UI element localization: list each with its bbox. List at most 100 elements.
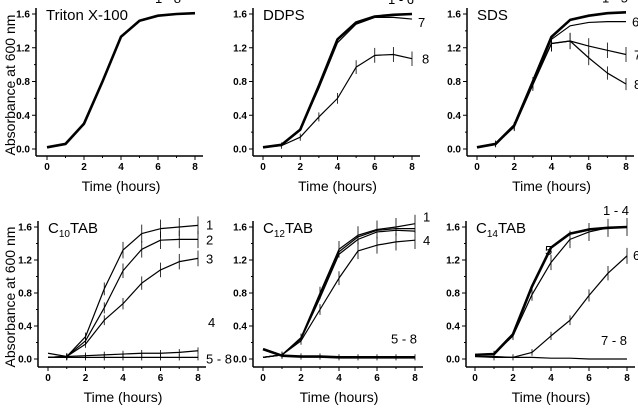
y-tick-label: 1.6 (447, 10, 461, 21)
series-label: 5 - 8 (391, 331, 417, 346)
panel-title: C12TAB (263, 220, 313, 240)
x-tick-label: 6 (158, 373, 164, 384)
y-tick-label: 1.2 (18, 256, 32, 267)
y-tick-label: 0.0 (446, 355, 460, 366)
y-tick-label: 0.4 (233, 322, 247, 333)
title-rest: TAB (285, 220, 313, 237)
title-rest: TAB (70, 220, 98, 237)
x-tick-label: 4 (336, 373, 342, 384)
series-label: 1 - 5 (602, 0, 628, 5)
x-tick-label: 2 (83, 373, 89, 384)
x-tick-label: 0 (474, 162, 480, 173)
title-subscript: 14 (487, 229, 499, 240)
series-label: 4 (208, 315, 215, 330)
title-main: Triton X-100 (46, 7, 128, 24)
y-tick-label: 0.8 (446, 289, 460, 300)
panel-title: C10TAB (48, 220, 98, 240)
y-tick-label: 0.0 (18, 355, 32, 366)
title-main: C (476, 220, 487, 237)
series-label: 2 (206, 232, 213, 247)
x-tick-label: 4 (118, 162, 124, 173)
x-axis-label: Time (hours) (84, 389, 163, 405)
y-tick-label: 0.4 (446, 322, 460, 333)
series-line-7-8 (475, 355, 627, 360)
y-tick-label: 0.0 (233, 355, 247, 366)
series-label: 6 (633, 248, 638, 263)
series-label: 7 (634, 48, 638, 63)
series-label: 4 (423, 233, 430, 248)
x-tick-label: 4 (335, 162, 341, 173)
x-tick-label: 6 (155, 162, 161, 173)
x-tick-label: 8 (624, 373, 630, 384)
x-tick-label: 6 (586, 373, 592, 384)
x-tick-label: 2 (511, 162, 517, 173)
panel-title: C14TAB (476, 220, 526, 240)
series-label: 1 - 6 (388, 0, 414, 7)
panel-0: 0.0 0.4 0.8 1.2 1.6 0 2 4 6 8 Time (hours) Absorban… (2, 0, 203, 194)
series-line-1-8 (46, 11, 196, 149)
x-tick-label: 4 (548, 373, 554, 384)
y-tick-label: 0.4 (18, 322, 32, 333)
x-axis-label: Time (hours) (298, 178, 377, 194)
x-tick-label: 8 (412, 373, 418, 384)
title-rest: TAB (498, 220, 526, 237)
x-tick-label: 8 (409, 162, 415, 173)
y-tick-label: 1.6 (18, 223, 32, 234)
x-tick-label: 0 (472, 373, 478, 384)
x-tick-label: 6 (374, 373, 380, 384)
title-main: C (48, 220, 59, 237)
x-tick-label: 8 (192, 162, 198, 173)
x-axis-label: Time (hours) (512, 389, 591, 405)
panel-3: 0.0 0.4 0.8 1.2 1.6 0 2 4 6 8 Time (hours) Absorban… (2, 216, 232, 405)
x-tick-label: 2 (510, 373, 516, 384)
x-tick-label: 2 (81, 162, 87, 173)
series-label: 7 (418, 15, 425, 30)
y-tick-label: 0.8 (18, 289, 32, 300)
y-axis-label: Absorbance at 600 nm (2, 15, 18, 156)
x-tick-label: 0 (45, 373, 51, 384)
panel-5: 0.0 0.4 0.8 1.2 1.6 0 2 4 6 8 Time (hours) C14TAB 1 … (446, 203, 638, 405)
y-tick-label: 0.4 (447, 111, 461, 122)
y-tick-label: 0.8 (233, 77, 247, 88)
y-tick-label: 1.6 (16, 10, 30, 21)
panel-4: 0.0 0.4 0.8 1.2 1.6 0 2 4 6 8 Time (hours) C12TAB 1 4… (233, 210, 430, 405)
series-label: 1 (423, 210, 430, 225)
x-tick-label: 4 (549, 162, 555, 173)
title-main: C (263, 220, 274, 237)
series-label: 8 (422, 52, 429, 67)
x-axis-label: Time (hours) (512, 178, 591, 194)
series-label: 5 - 8 (206, 351, 232, 366)
x-axis-label: Time (hours) (300, 389, 379, 405)
panel-title: Triton X-100 (46, 7, 128, 24)
title-main: SDS (477, 7, 508, 24)
x-axis-label: Time (hours) (82, 178, 161, 194)
y-tick-label: 1.2 (233, 43, 247, 54)
series-label: 8 (634, 77, 638, 92)
y-tick-label: 0.0 (233, 145, 247, 156)
y-tick-label: 0.0 (16, 145, 30, 156)
panel-title: DDPS (263, 7, 305, 24)
title-main: DDPS (263, 7, 305, 24)
x-tick-label: 0 (44, 162, 50, 173)
series-label: 5 (545, 243, 552, 258)
y-tick-label: 0.8 (233, 289, 247, 300)
x-tick-label: 0 (260, 162, 266, 173)
series-label: 1 - 4 (603, 203, 629, 218)
y-tick-label: 0.0 (447, 145, 461, 156)
series-label: 1 (206, 217, 213, 232)
x-tick-label: 8 (195, 373, 201, 384)
series-line-1-5 (476, 11, 627, 149)
x-tick-label: 8 (623, 162, 629, 173)
y-tick-label: 1.6 (233, 223, 247, 234)
series-line-7 (476, 40, 627, 148)
series-label: 6 (632, 15, 638, 30)
series-label: 7 - 8 (601, 333, 627, 348)
y-tick-label: 0.8 (447, 77, 461, 88)
y-tick-label: 1.2 (447, 43, 461, 54)
series-label: 3 (206, 251, 213, 266)
panel-title: SDS (477, 7, 508, 24)
y-tick-label: 1.2 (446, 256, 460, 267)
series-line-8 (476, 40, 627, 148)
y-tick-label: 1.6 (446, 223, 460, 234)
